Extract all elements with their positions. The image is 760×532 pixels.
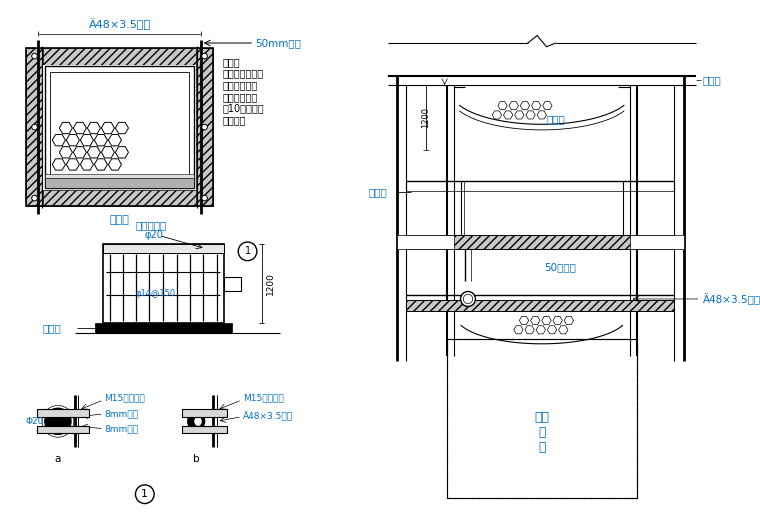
- Circle shape: [45, 408, 71, 435]
- Text: 防护门: 防护门: [109, 215, 129, 226]
- Bar: [407, 300, 674, 311]
- Text: 电梯
井
坑: 电梯 井 坑: [534, 411, 549, 454]
- Circle shape: [135, 485, 154, 504]
- Text: 防护门: 防护门: [369, 187, 388, 197]
- Bar: [447, 339, 637, 498]
- Bar: [45, 178, 195, 188]
- Text: Ä48×3.5鑉管: Ä48×3.5鑉管: [702, 293, 760, 305]
- Text: 1: 1: [245, 246, 251, 256]
- Text: Φ20: Φ20: [25, 417, 43, 426]
- Text: 8mm鑉板: 8mm鑉板: [105, 425, 138, 434]
- Circle shape: [201, 124, 207, 130]
- Text: 8mm鑉板: 8mm鑉板: [105, 409, 138, 418]
- Text: 1: 1: [141, 489, 148, 499]
- Circle shape: [32, 124, 37, 130]
- Circle shape: [32, 195, 37, 201]
- Ellipse shape: [195, 417, 201, 426]
- Bar: [26, 190, 213, 206]
- Bar: [26, 48, 213, 206]
- Ellipse shape: [188, 412, 204, 431]
- Bar: [103, 244, 224, 253]
- Text: Ä48×3.5鑉管: Ä48×3.5鑉管: [243, 412, 293, 421]
- Bar: [103, 244, 224, 323]
- Bar: [45, 174, 195, 178]
- Text: 钙筋铁栅门: 钙筋铁栅门: [135, 220, 166, 230]
- Bar: [45, 66, 195, 188]
- Bar: [43, 64, 196, 190]
- Text: M15膨胀赣栖: M15膨胀赣栖: [243, 394, 283, 403]
- Circle shape: [238, 242, 257, 261]
- Bar: [407, 236, 674, 248]
- Text: 1200: 1200: [267, 272, 275, 295]
- Bar: [629, 236, 684, 248]
- Bar: [224, 277, 241, 292]
- Bar: [37, 409, 89, 417]
- Bar: [196, 48, 213, 206]
- Bar: [26, 48, 213, 64]
- Text: 踢脚板: 踢脚板: [42, 323, 61, 333]
- Text: 50mm间隙: 50mm间隙: [255, 38, 301, 48]
- Text: Ä48×3.5钉管: Ä48×3.5钉管: [88, 19, 150, 30]
- Bar: [37, 426, 89, 434]
- Circle shape: [201, 195, 207, 201]
- Bar: [182, 409, 227, 417]
- Circle shape: [201, 53, 207, 59]
- Text: 50厚木板: 50厚木板: [544, 262, 576, 272]
- Circle shape: [464, 294, 473, 304]
- Bar: [397, 236, 454, 248]
- Text: 施工层: 施工层: [702, 76, 721, 86]
- Text: a: a: [55, 454, 61, 464]
- Bar: [182, 426, 227, 434]
- Text: φ20: φ20: [145, 229, 163, 239]
- Bar: [95, 323, 232, 332]
- Bar: [26, 48, 43, 206]
- Bar: [447, 339, 637, 498]
- Bar: [50, 72, 188, 182]
- Text: 安全网: 安全网: [546, 114, 565, 124]
- Circle shape: [32, 53, 37, 59]
- Text: φ14@150: φ14@150: [135, 289, 176, 298]
- Text: b: b: [193, 454, 199, 464]
- Text: 说明：
在墙上预留孔，
穿脚手架管；
每二层（不大
于10米）设一
道安全网: 说明： 在墙上预留孔， 穿脚手架管； 每二层（不大 于10米）设一 道安全网: [223, 57, 264, 125]
- Circle shape: [461, 292, 476, 306]
- Text: 1200: 1200: [422, 107, 430, 128]
- Text: M15膨胀赣栖: M15膨胀赣栖: [105, 394, 145, 403]
